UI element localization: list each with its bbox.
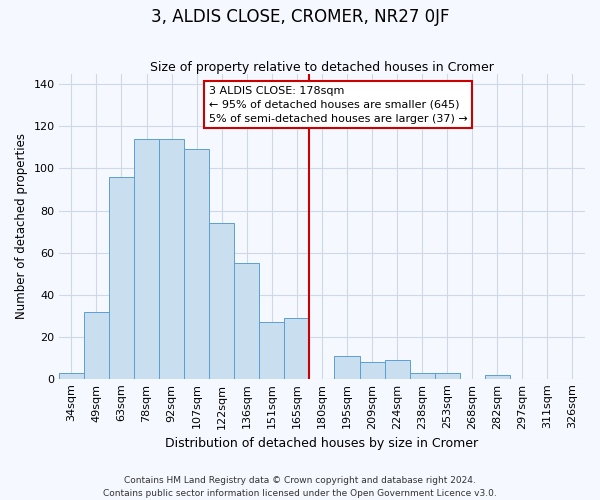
Bar [234,264,259,380]
Bar [134,139,159,380]
Bar [259,322,284,380]
X-axis label: Distribution of detached houses by size in Cromer: Distribution of detached houses by size … [166,437,478,450]
Bar [184,150,209,380]
Bar [485,375,510,380]
Y-axis label: Number of detached properties: Number of detached properties [15,134,28,320]
Bar [59,373,84,380]
Bar [410,373,434,380]
Bar [385,360,410,380]
Bar [84,312,109,380]
Bar [434,373,460,380]
Text: Contains HM Land Registry data © Crown copyright and database right 2024.
Contai: Contains HM Land Registry data © Crown c… [103,476,497,498]
Bar [109,177,134,380]
Text: 3 ALDIS CLOSE: 178sqm
← 95% of detached houses are smaller (645)
5% of semi-deta: 3 ALDIS CLOSE: 178sqm ← 95% of detached … [209,86,467,124]
Title: Size of property relative to detached houses in Cromer: Size of property relative to detached ho… [150,60,494,74]
Bar [284,318,310,380]
Bar [159,139,184,380]
Bar [334,356,359,380]
Bar [359,362,385,380]
Bar [209,224,234,380]
Text: 3, ALDIS CLOSE, CROMER, NR27 0JF: 3, ALDIS CLOSE, CROMER, NR27 0JF [151,8,449,26]
